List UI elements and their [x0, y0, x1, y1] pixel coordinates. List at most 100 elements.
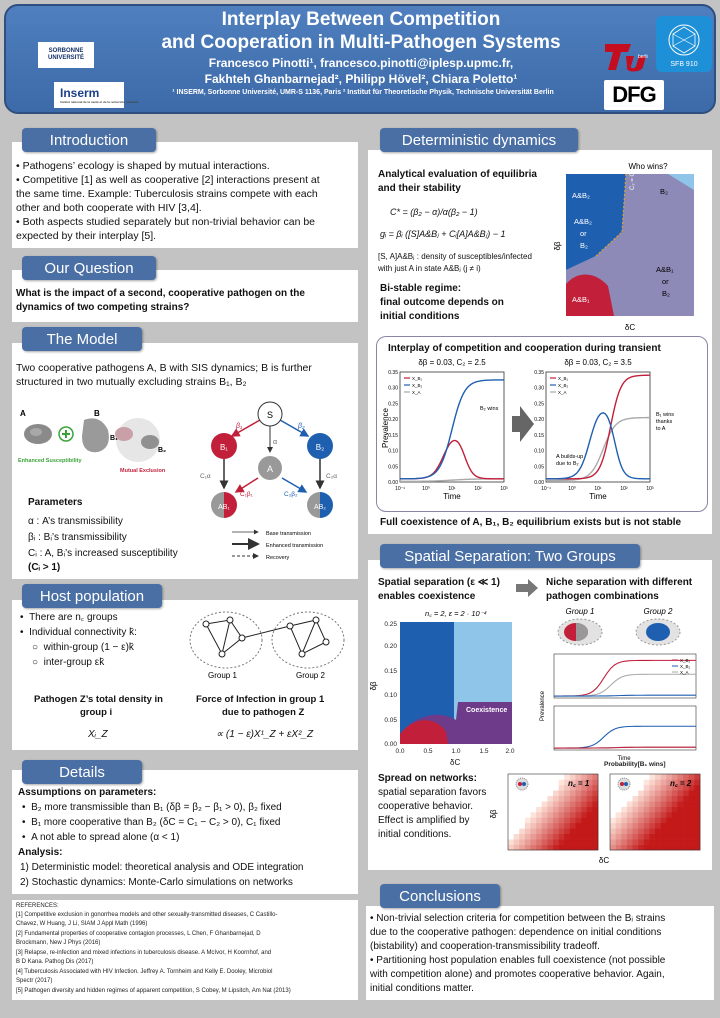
- heatmap-cell: [575, 828, 582, 835]
- sorbonne-logo: SORBONNE UNIVERSITÉ: [38, 42, 94, 68]
- heatmap-cell: [683, 833, 690, 840]
- heatmap-cell: [615, 801, 622, 807]
- heatmap-cell: [564, 806, 571, 813]
- coex-xtick: 0.5: [423, 748, 432, 755]
- prev-panel-title: δβ = 0.03, C₂ = 3.5: [564, 358, 632, 367]
- ref-line-6: B D Kana. Pathog Dis (2017): [16, 959, 94, 965]
- heatmap-cell: [530, 801, 537, 807]
- heatmap-cell: [569, 784, 576, 791]
- heatmap-cell: [677, 844, 684, 851]
- heatmap-cell: [558, 817, 565, 824]
- heatmap-cell: [586, 817, 593, 824]
- heatmap-cell: [536, 844, 543, 851]
- heatmap-cell: [638, 822, 645, 829]
- heatmap-cell: [530, 839, 537, 845]
- niche-panel-frame: [553, 653, 697, 699]
- heatmap-cell: [547, 839, 554, 845]
- density-text-2: group i: [80, 707, 113, 718]
- region-b2: B₂: [660, 187, 668, 196]
- heatmap-cell: [547, 806, 554, 813]
- heatmap-cell: [519, 817, 526, 824]
- heatmap-cell: [519, 801, 526, 807]
- host-group2-label: Group 2: [296, 671, 325, 680]
- coexistence-map: n꜀ = 2, ε = 2 · 10⁻⁴ Coexistence 0.00 0.…: [370, 609, 515, 755]
- prevalence-charts: δβ = 0.03, C₂ = 2.5 0.00 0.05 0.10 0.15 0.20 0…: [381, 358, 674, 501]
- heatmap-cell: [615, 784, 622, 791]
- heatmap-cell: [513, 844, 520, 851]
- annotation-b1-wins-1: B₁ wins: [656, 412, 674, 418]
- heatmap-cell: [536, 806, 543, 813]
- heatmap-cell: [581, 790, 588, 797]
- coex-xlabel: δC: [450, 758, 461, 767]
- label-B2-illustration: B₂: [158, 447, 166, 454]
- c1-alpha-label: C₁α: [200, 473, 211, 480]
- heatmap-cell: [610, 822, 616, 829]
- conc-line-2: due to the cooperative pathogen: depende…: [370, 927, 662, 938]
- c2-beta2-label: C₂β₂: [284, 491, 298, 498]
- heatmap-cell: [626, 822, 633, 829]
- heatmap-cell: [632, 774, 639, 780]
- prev-ytick: 0.05: [388, 464, 398, 470]
- node-AB2-label: AB₂: [314, 504, 326, 511]
- series-b2-line: [399, 379, 505, 480]
- heatmap-cell: [660, 784, 667, 791]
- heatmap-cell: [638, 795, 645, 802]
- heatmap-cell: [575, 806, 582, 813]
- node-A-label: A: [267, 464, 273, 474]
- heatmap-cell: [655, 833, 661, 840]
- analysis-1: 1) Deterministic model: theoretical anal…: [20, 862, 304, 873]
- heatmap-cell: [547, 790, 554, 797]
- heatmap-cell: [513, 839, 520, 845]
- heatmap-cell: [575, 779, 582, 786]
- heatmap-cell: [688, 839, 695, 845]
- heatmap-cell: [519, 790, 526, 797]
- heatmap-cell: [508, 828, 514, 835]
- heatmap-cell: [524, 801, 531, 807]
- spread-2: spatial separation favors: [378, 787, 487, 798]
- mutual-exclusion-label: Mutual Exclusion: [120, 468, 166, 474]
- region-ab2: A&B₂: [572, 191, 590, 200]
- analysis-title: Analysis:: [18, 847, 63, 858]
- heatmap-cell: [638, 801, 645, 807]
- heatmap-cell: [508, 817, 514, 824]
- heatmap-cell: [581, 817, 588, 824]
- bistable-1: Bi-stable regime:: [380, 283, 462, 294]
- series-b2-line: [545, 412, 651, 480]
- heatmap-cell: [649, 833, 656, 840]
- prev-xtick: 10²: [620, 486, 628, 492]
- enhance-plus-icon: [58, 426, 74, 442]
- heatmap-cell: [586, 844, 593, 851]
- sfb-logo: SFB 910: [656, 16, 712, 72]
- node-AB2: [307, 492, 333, 518]
- heatmap-cell: [694, 812, 701, 818]
- heatmap-cell: [621, 801, 628, 807]
- host-panel: [12, 600, 358, 750]
- heatmap-cell: [586, 833, 593, 840]
- prev-ytick: 0.25: [534, 401, 544, 407]
- heatmap-cell: [524, 844, 531, 851]
- intro-line-5: • Both aspects studied separately but no…: [16, 216, 316, 228]
- heatmap-cell: [626, 795, 633, 802]
- heatmap-nc-label: n꜀ = 1: [568, 779, 590, 788]
- heatmap-cell: [655, 839, 661, 845]
- heatmap-cell: [536, 774, 543, 780]
- heatmap-cell: [677, 801, 684, 807]
- heatmap-cell: [666, 779, 673, 786]
- heatmap-cell: [655, 817, 661, 824]
- heatmap-cell: [660, 833, 667, 840]
- prev-ytick: 0.35: [388, 370, 398, 376]
- heatmap-cell: [621, 817, 628, 824]
- interplay-title: Interplay of competition and cooperation…: [388, 343, 661, 354]
- poster-title-line1: Interplay Between Competition: [221, 9, 501, 30]
- prev-legend-label: X_B₁: [558, 376, 569, 381]
- niche-1: Niche separation with different: [546, 577, 693, 588]
- beta2-label: β₂: [297, 423, 305, 430]
- heatmap-cell: [683, 774, 690, 780]
- node-B1: [211, 433, 237, 459]
- heatmap-cell: [632, 822, 639, 829]
- heatmap-cell: [666, 795, 673, 802]
- heatmap-cell: [547, 817, 554, 824]
- heatmap-cell: [643, 790, 650, 797]
- question-line-2: dynamics of two competing strains?: [16, 302, 190, 313]
- heatmap-cell: [610, 812, 616, 818]
